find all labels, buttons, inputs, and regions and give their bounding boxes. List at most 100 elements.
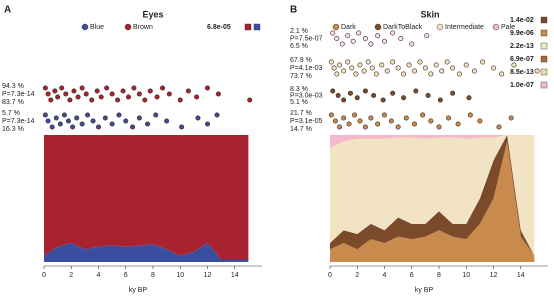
area (330, 141, 535, 262)
sample-dot (79, 121, 85, 127)
p-value: 1.0e-07 (510, 82, 534, 89)
sample-dot (508, 115, 514, 121)
sample-dot (61, 112, 67, 118)
sample-dot (328, 59, 334, 65)
sample-dot (185, 88, 191, 94)
x-tick-label: 14 (231, 272, 239, 279)
sample-dot (136, 91, 142, 97)
legend-swatch (332, 23, 340, 31)
sample-dot (375, 121, 381, 127)
sample-dot (347, 90, 353, 96)
legend-label: Intermediate (445, 24, 484, 31)
p-value-swatch (540, 16, 548, 24)
strip-label: 8.3 % (290, 86, 308, 93)
sample-dot (362, 35, 368, 41)
panel-letter: B (290, 5, 297, 16)
p-value: 6.8e-05 (207, 24, 231, 31)
p-value: 9.9e-06 (510, 30, 534, 37)
sample-dot (153, 112, 159, 118)
legend-swatch (124, 23, 132, 31)
sample-dot (417, 59, 423, 65)
sample-dot (413, 88, 419, 94)
sample-dot (428, 71, 434, 77)
strip-label: 14.7 % (290, 126, 312, 133)
sample-dot (373, 71, 379, 77)
p-value-swatch (244, 23, 252, 31)
legend-label: DarkToBlack (383, 24, 423, 31)
sample-dot (463, 62, 469, 68)
sample-dot (179, 124, 185, 130)
sample-dot (59, 85, 65, 91)
sample-dot (75, 94, 81, 100)
x-tick-label: 8 (437, 272, 441, 279)
sample-dot (395, 124, 401, 130)
p-value-swatch (540, 55, 548, 63)
panel-letter: A (4, 5, 11, 16)
sample-dot (334, 35, 340, 41)
strip-label: 73.7 % (290, 73, 312, 80)
strip-label: 67.9 % (290, 57, 312, 64)
sample-dot (194, 94, 200, 100)
strip-label: 5.7 % (2, 110, 20, 117)
x-tick-label: 12 (204, 272, 212, 279)
x-tick-label: 0 (42, 272, 46, 279)
sample-dot (496, 124, 502, 130)
sample-dot (456, 71, 462, 77)
sample-dot (436, 124, 442, 130)
sample-dot (401, 71, 407, 77)
sample-dot (130, 124, 136, 130)
p-value-swatch (540, 68, 548, 76)
legend-label: Blue (90, 24, 104, 31)
sample-dot (401, 95, 407, 101)
p-value: 2.2e-13 (510, 43, 534, 50)
sample-dot (142, 97, 148, 103)
sample-dot (154, 94, 160, 100)
strip-label: 83.7 % (2, 99, 24, 106)
sample-dot (45, 118, 51, 124)
p-value: 6.9e-07 (510, 56, 534, 63)
sample-dot (381, 112, 387, 118)
x-tick-label: 4 (97, 272, 101, 279)
sample-dot (328, 112, 334, 118)
legend-swatch (374, 23, 382, 31)
p-value-swatch (540, 81, 548, 89)
strip-label: 6.5 % (290, 43, 308, 50)
sample-dot (109, 121, 115, 127)
sample-dot (381, 38, 387, 44)
p-value: 1.4e-02 (510, 17, 534, 24)
strip-label: P=4.1e-03 (290, 65, 323, 72)
sample-dot (102, 115, 108, 121)
sample-dot (380, 97, 386, 103)
p-value-swatch (540, 29, 548, 37)
sample-dot (74, 115, 80, 121)
sample-dot (471, 68, 477, 74)
sample-dot (390, 90, 396, 96)
sample-dot (388, 118, 394, 124)
x-tick-label: 10 (462, 272, 470, 279)
strip-label: P=7.3e-14 (2, 91, 35, 98)
sample-dot (422, 65, 428, 71)
sample-dot (136, 115, 142, 121)
sample-dot (331, 65, 337, 71)
sample-dot (341, 97, 347, 103)
sample-dot (332, 118, 338, 124)
sample-dot (337, 62, 343, 68)
sample-dot (42, 112, 48, 118)
strip-label: 94.3 % (2, 83, 24, 90)
sample-dot (511, 62, 517, 68)
strip-label: 21.7 % (290, 110, 312, 117)
sample-dot (53, 115, 59, 121)
sample-dot (177, 97, 183, 103)
sample-dot (55, 94, 61, 100)
panel-title: Skin (420, 9, 439, 19)
p-value-swatch (540, 42, 548, 50)
sample-dot (356, 30, 362, 36)
sample-dot (330, 88, 336, 94)
sample-dot (439, 68, 445, 74)
x-tick-label: 2 (69, 272, 73, 279)
sample-dot (66, 118, 72, 124)
sample-dot (433, 62, 439, 68)
sample-dot (45, 91, 51, 97)
x-tick-label: 4 (383, 272, 387, 279)
